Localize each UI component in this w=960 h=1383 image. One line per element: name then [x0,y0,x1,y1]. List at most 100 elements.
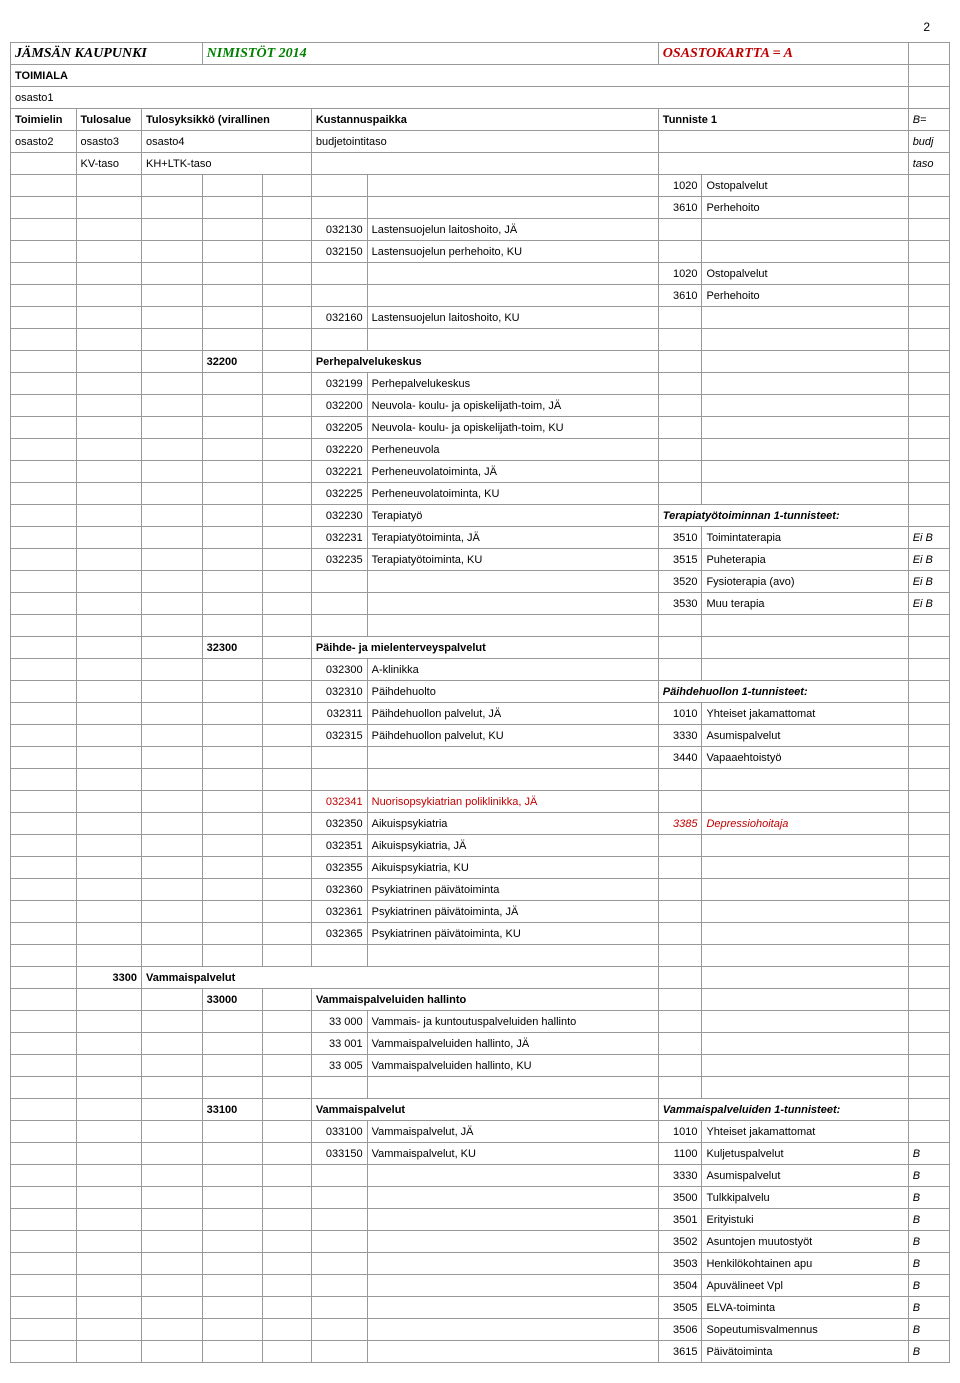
cell: Psykiatrinen päivätoiminta, KU [367,923,658,945]
cell: Toimintaterapia [702,527,908,549]
hdr-beq: B= [908,109,949,131]
nimistot-title: NIMISTÖT 2014 [202,43,658,65]
cell: Asumispalvelut [702,1165,908,1187]
cell: B [908,1209,949,1231]
cell: Vammaispalveluiden hallinto, KU [367,1055,658,1077]
hdr-tulosyk: Tulosyksikkö (virallinen [142,109,312,131]
cell: Ei B [908,571,949,593]
cell: 3506 [658,1319,702,1341]
cell: Vammaispalvelut, KU [367,1143,658,1165]
cell: 032315 [311,725,367,747]
cell: Vammaispalvelut, JÄ [367,1121,658,1143]
cell: Apuvälineet Vpl [702,1275,908,1297]
cell: 032311 [311,703,367,725]
cell: 3515 [658,549,702,571]
cell: Sopeutumisvalmennus [702,1319,908,1341]
cell: 032365 [311,923,367,945]
cell: Henkilökohtainen apu [702,1253,908,1275]
cell: 3330 [658,1165,702,1187]
cell: Vammaispalvelut [142,967,659,989]
cell: 1020 [658,263,702,285]
hdr-budj: budj [908,131,949,153]
cell: Terapiatyötoiminta, JÄ [367,527,658,549]
cell: 032130 [311,219,367,241]
cell: Asumispalvelut [702,725,908,747]
cell: B [908,1275,949,1297]
osasto1: osasto1 [11,87,909,109]
cell: 1020 [658,175,702,197]
cell: 033150 [311,1143,367,1165]
cell: 3505 [658,1297,702,1319]
cell: 3300 [76,967,142,989]
cell: 1010 [658,1121,702,1143]
hdr-kust: Kustannuspaikka [311,109,658,131]
cell: 3530 [658,593,702,615]
cell: Ostopalvelut [702,175,908,197]
cell: Kuljetuspalvelut [702,1143,908,1165]
cell: 3502 [658,1231,702,1253]
cell: B [908,1143,949,1165]
cell: B [908,1231,949,1253]
cell: Depressiohoitaja [702,813,908,835]
cell: 032351 [311,835,367,857]
cell: Ei B [908,527,949,549]
cell: Perheneuvolatoiminta, KU [367,483,658,505]
cell: Puheterapia [702,549,908,571]
cell: Aikuispsykiatria, KU [367,857,658,879]
cell: 3610 [658,285,702,307]
cell: Perhehoito [702,197,908,219]
cell: B [908,1297,949,1319]
cell: 032361 [311,901,367,923]
cell: 3503 [658,1253,702,1275]
cell: 33100 [202,1099,263,1121]
cell: Muu terapia [702,593,908,615]
page-number: 2 [10,20,950,34]
hdr-tunniste: Tunniste 1 [658,109,908,131]
cell: Päihdehuolto [367,681,658,703]
hdr-tulosalue: Tulosalue [76,109,142,131]
cell: 32300 [202,637,263,659]
cell: 032355 [311,857,367,879]
cell: Ei B [908,593,949,615]
cell: Fysioterapia (avo) [702,571,908,593]
hdr-osasto3: osasto3 [76,131,142,153]
cell: 3440 [658,747,702,769]
cell: B [908,1187,949,1209]
cell: 3615 [658,1341,702,1363]
cell: 3385 [658,813,702,835]
cell: 3610 [658,197,702,219]
cell: Päivätoiminta [702,1341,908,1363]
cell: 032200 [311,395,367,417]
hdr-osasto2: osasto2 [11,131,77,153]
cell: 032225 [311,483,367,505]
cell: 032150 [311,241,367,263]
cell: 032350 [311,813,367,835]
cell: 032221 [311,461,367,483]
cell: Neuvola- koulu- ja opiskelijath-toim, JÄ [367,395,658,417]
cell: 3510 [658,527,702,549]
hdr-khltk: KH+LTK-taso [142,153,312,175]
cell: Aikuispsykiatria, JÄ [367,835,658,857]
cell: Päihdehuollon palvelut, KU [367,725,658,747]
hdr-kvtaso: KV-taso [76,153,142,175]
cell: 3330 [658,725,702,747]
cell: 032300 [311,659,367,681]
cell: Vammaispalveluiden 1-tunnisteet: [658,1099,908,1121]
cell: Vammais- ja kuntoutuspalveluiden hallint… [367,1011,658,1033]
cell: 032205 [311,417,367,439]
cell: Perheneuvolatoiminta, JÄ [367,461,658,483]
cell: 33 005 [311,1055,367,1077]
cell: Perhehoito [702,285,908,307]
cell: Perhepalvelukeskus [367,373,658,395]
cell: Yhteiset jakamattomat [702,1121,908,1143]
osastokartta-title: OSASTOKARTTA = A [658,43,908,65]
cell: Terapiatyö [367,505,658,527]
cell: Nuorisopsykiatrian poliklinikka, JÄ [367,791,658,813]
cell: 33 000 [311,1011,367,1033]
cell: 3504 [658,1275,702,1297]
cell: ELVA-toiminta [702,1297,908,1319]
cell: 033100 [311,1121,367,1143]
cell: B [908,1319,949,1341]
cell: 3520 [658,571,702,593]
cell: 032199 [311,373,367,395]
